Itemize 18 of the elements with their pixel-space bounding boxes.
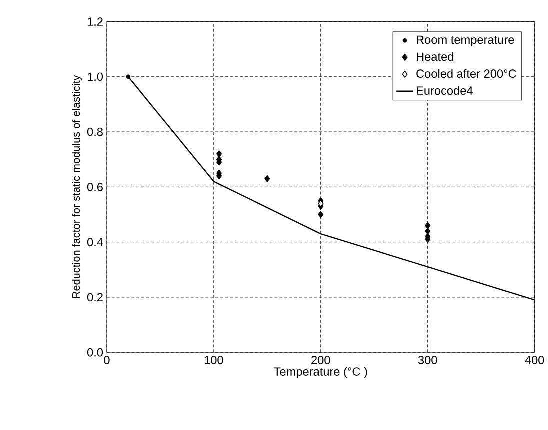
x-tick-label: 400 [525, 356, 544, 365]
legend-label: Eurocode4 [417, 86, 473, 96]
y-axis-title: Reduction factor for static modulus of elasticity [72, 75, 82, 298]
y-tick-label: 1.0 [88, 72, 104, 82]
y-tick-label: 0.2 [87, 293, 103, 302]
y-tick-label: 0.0 [87, 348, 104, 357]
x-tick-label: 200 [312, 356, 330, 365]
x-tick-label: 300 [418, 356, 438, 365]
legend-label: Cooled after 200°C [416, 69, 516, 78]
x-tick-label: 0 [104, 356, 110, 365]
x-tick-label: 100 [204, 356, 224, 365]
legend-label: Heated [417, 52, 454, 62]
x-axis-title: Temperature (°C ) [274, 367, 368, 378]
legend-label: Room temperature [417, 36, 514, 47]
y-tick-label: 0.8 [87, 128, 103, 136]
y-tick-label: 1.2 [88, 18, 103, 26]
y-tick-label: 0.6 [87, 183, 103, 192]
y-tick-label: 0.4 [87, 238, 104, 247]
